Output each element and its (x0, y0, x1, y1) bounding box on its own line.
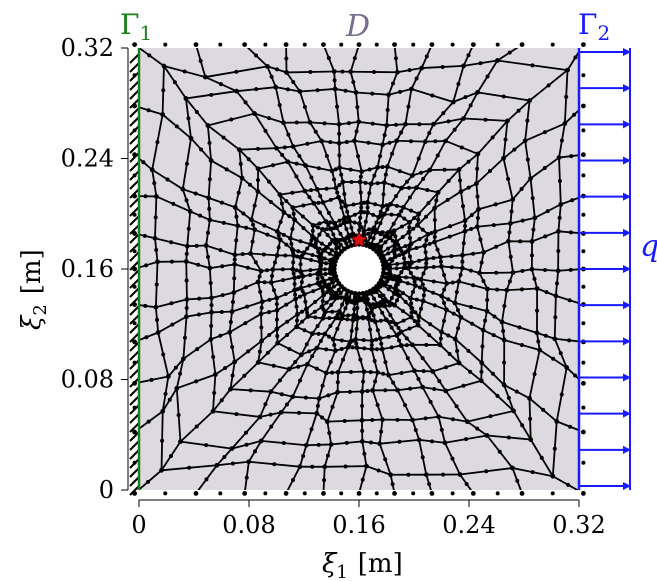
hatch-line (129, 278, 140, 289)
hatch-line (129, 98, 140, 109)
hatch-line (129, 458, 140, 469)
hatch-line (129, 269, 140, 280)
hatch-line (129, 134, 140, 145)
hatch-line (129, 476, 140, 487)
hatch-line (129, 296, 140, 307)
hatch-line (129, 359, 140, 370)
x-tick-label: 0 (131, 511, 146, 539)
hatch-line (129, 143, 140, 154)
hatch-line (129, 404, 140, 415)
hatch-line (129, 350, 140, 361)
hatch-line (129, 467, 140, 478)
red-point-marker (350, 230, 368, 248)
hatch-line (129, 80, 140, 91)
x-tick-label: 0.08 (222, 511, 275, 539)
hatch-line (129, 125, 140, 136)
gamma1-label: Γ1 (120, 8, 152, 45)
hatch-line (129, 170, 140, 181)
y-tick-label: 0 (99, 476, 114, 504)
x-axis-label: ξ1 [m] (322, 549, 403, 581)
y-tick-label: 0.32 (61, 34, 114, 62)
hatch-line (129, 449, 140, 460)
hatch-line (129, 215, 140, 226)
x-tick-label: 0.24 (442, 511, 495, 539)
y-tick-label: 0.16 (61, 255, 114, 283)
hatch-line (129, 377, 140, 388)
hatch-line (129, 188, 140, 199)
domain-label: D (345, 9, 370, 44)
x-tick-label: 0.16 (332, 511, 385, 539)
gamma2-label: Γ2 (578, 8, 610, 45)
hatch-line (129, 323, 140, 334)
hatch-line (129, 413, 140, 424)
hatch-line (129, 422, 140, 433)
hatch-line (129, 305, 140, 316)
y-tick-label: 0.24 (61, 145, 114, 173)
mesh-nodes (132, 42, 586, 496)
hatch-line (129, 440, 140, 451)
hatch-line (129, 179, 140, 190)
hatch-line (129, 89, 140, 100)
y-axis-label: ξ2[m] (17, 249, 51, 330)
load-label: q (640, 229, 657, 264)
hatch-line (129, 485, 140, 496)
hatch-line (129, 53, 140, 64)
y-tick-label: 0.08 (61, 366, 114, 394)
hatch-line (129, 242, 140, 253)
distributed-load-arrows (579, 48, 631, 490)
hatch-line (129, 233, 140, 244)
hatch-line (129, 62, 140, 73)
hatch-line (129, 224, 140, 235)
hatch-line (129, 341, 140, 352)
x-tick-label: 0.32 (552, 511, 605, 539)
hatch-line (129, 107, 140, 118)
hatch-line (129, 116, 140, 127)
hatch-line (129, 206, 140, 217)
x-ticks: 0 0.08 0.16 0.24 0.32 (131, 500, 606, 539)
y-ticks: 0 0.08 0.16 0.24 0.32 (61, 34, 128, 504)
hatch-line (129, 251, 140, 262)
hatch-line (129, 71, 140, 82)
hatch-line (129, 386, 140, 397)
hatch-line (129, 152, 140, 163)
hatch-line (129, 287, 140, 298)
hatch-line (129, 260, 140, 271)
hatch-line (129, 431, 140, 442)
hatch-line (129, 161, 140, 172)
hatch-line (129, 395, 140, 406)
hatch-line (129, 332, 140, 343)
hatch-line (129, 197, 140, 208)
hatch-line (129, 314, 140, 325)
hatch-line (129, 368, 140, 379)
fixed-support-hatch (129, 53, 140, 496)
